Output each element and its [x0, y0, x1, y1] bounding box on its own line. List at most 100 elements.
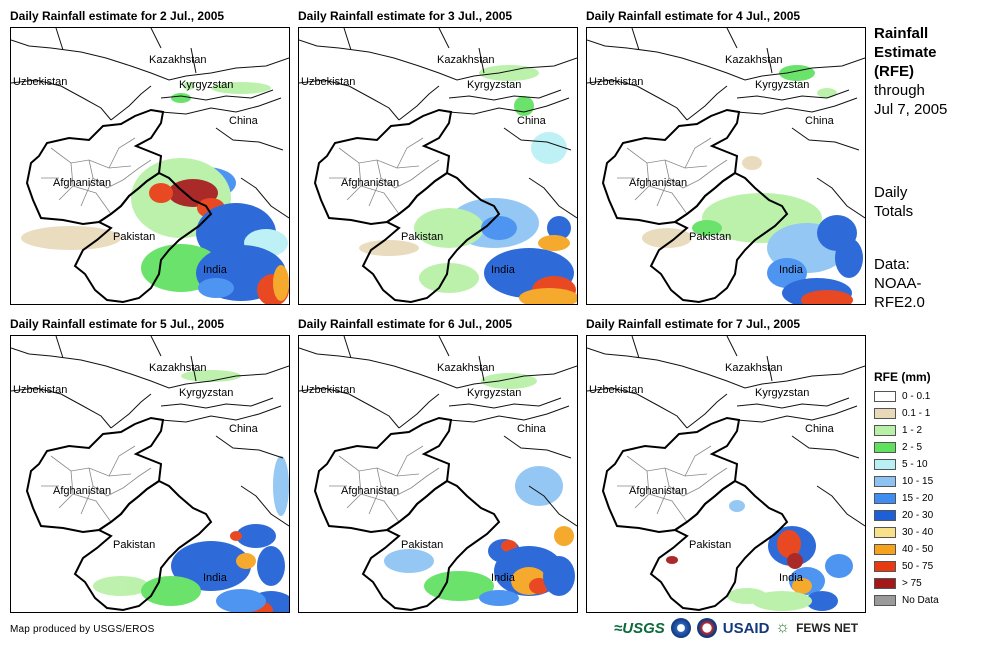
legend-label: No Data — [902, 595, 939, 606]
country-border — [299, 347, 577, 389]
afghanistan-border — [313, 416, 453, 534]
country-label-uzbekistan: Uzbekistan — [13, 76, 67, 88]
pakistan-border — [649, 171, 789, 304]
province-border — [376, 159, 412, 189]
country-label-kazakhstan: Kazakhstan — [437, 362, 494, 374]
country-border — [343, 28, 485, 74]
rainfall-cell — [554, 526, 574, 546]
country-label-china: China — [805, 423, 835, 435]
rainfall-cell — [481, 373, 537, 389]
rainfall-cell — [515, 466, 563, 506]
afghanistan-border — [25, 416, 165, 534]
province-border — [80, 485, 94, 515]
province-border — [360, 185, 400, 215]
legend-label: 0.1 - 1 — [902, 408, 931, 419]
country-border — [343, 336, 485, 382]
country-border — [736, 89, 850, 101]
rainfall-cell — [236, 524, 276, 548]
legend-item: 40 - 50 — [874, 541, 939, 558]
province-border — [338, 147, 420, 169]
province-border — [396, 137, 424, 169]
rainfall-cell — [777, 530, 801, 558]
country-border — [55, 336, 197, 382]
panel-title: Daily Rainfall estimate for 2 Jul., 2005 — [10, 9, 225, 23]
country-label-india: India — [491, 572, 516, 584]
country-border — [631, 336, 773, 382]
legend-item: 1 - 2 — [874, 422, 939, 439]
country-label-uzbekistan: Uzbekistan — [301, 76, 355, 88]
rainfall-map: Kazakhstan Uzbekistan Kyrgyzstan China Afgha… — [10, 335, 290, 613]
province-border — [648, 185, 688, 215]
legend-item: 0.1 - 1 — [874, 405, 939, 422]
panel-title: Daily Rainfall estimate for 7 Jul., 2005 — [586, 317, 801, 331]
legend-swatch — [874, 425, 896, 436]
country-border — [160, 397, 274, 409]
province-border — [360, 493, 400, 523]
rainfall-cell — [384, 549, 434, 573]
country-border — [587, 347, 865, 389]
country-label-china: China — [229, 423, 259, 435]
map-credit: Map produced by USGS/EROS — [10, 624, 155, 635]
pakistan-border — [361, 171, 501, 304]
rainfall-cell — [752, 591, 812, 611]
rainfall-map: Kazakhstan Uzbekistan Kyrgyzstan China Afgha… — [298, 335, 578, 613]
legend-label: 2 - 5 — [902, 442, 923, 453]
rainfall-cell — [742, 156, 762, 170]
province-border — [338, 455, 420, 477]
province-border — [122, 467, 152, 489]
title-date: Jul 7, 2005 — [874, 101, 948, 118]
rainfall-cell — [257, 546, 285, 586]
legend-item: No Data — [874, 592, 939, 609]
rainfall-layer — [666, 500, 853, 611]
country-border — [240, 177, 289, 219]
country-label-kyrgyzstan: Kyrgyzstan — [755, 79, 809, 91]
country-border — [299, 79, 400, 121]
country-label-kazakhstan: Kazakhstan — [725, 54, 782, 66]
country-border — [448, 397, 562, 409]
country-border — [631, 28, 773, 74]
legend-swatch — [874, 391, 896, 402]
rainfall-cell — [817, 88, 837, 98]
rainfall-cell — [787, 553, 803, 569]
province-border — [376, 467, 412, 497]
panel-title: Daily Rainfall estimate for 5 Jul., 2005 — [10, 317, 225, 331]
border-layer — [587, 336, 865, 612]
rainfall-layer — [21, 82, 289, 304]
country-label-kyrgyzstan: Kyrgyzstan — [467, 79, 521, 91]
country-border — [791, 127, 860, 151]
rainfall-legend: RFE (mm) 0 - 0.1 0.1 - 1 1 - 2 2 - 5 5 - 10 1… — [874, 370, 939, 609]
province-border — [698, 467, 728, 489]
rainfall-cell — [531, 132, 567, 164]
title-line: Rainfall — [874, 25, 929, 42]
country-border — [587, 39, 865, 81]
agency-logos: ≈USGS USAID ☼ FEWS NET — [614, 618, 858, 638]
legend-label: 5 - 10 — [902, 459, 928, 470]
border-layer — [11, 28, 289, 304]
country-border — [448, 89, 562, 101]
province-border — [108, 445, 136, 477]
country-border — [215, 435, 284, 459]
country-label-kyrgyzstan: Kyrgyzstan — [755, 387, 809, 399]
country-border — [160, 97, 282, 115]
border-layer — [587, 28, 865, 304]
legend-swatch — [874, 476, 896, 487]
rainfall-cell — [183, 82, 195, 90]
rainfall-cell — [642, 228, 692, 248]
rainfall-cell — [21, 226, 121, 250]
country-label-afghanistan: Afghanistan — [341, 485, 399, 497]
country-label-uzbekistan: Uzbekistan — [13, 384, 67, 396]
rainfall-cell — [171, 93, 191, 103]
afghanistan-border — [313, 108, 453, 226]
legend-label: 15 - 20 — [902, 493, 934, 504]
country-border — [299, 387, 400, 429]
usaid-logo: USAID — [722, 619, 770, 637]
country-label-pakistan: Pakistan — [401, 539, 443, 551]
country-border — [160, 405, 282, 423]
country-border — [398, 85, 440, 121]
rainfall-map: Kazakhstan Uzbekistan Kyrgyzstan China Afgha… — [586, 27, 866, 305]
country-border — [587, 387, 688, 429]
rainfall-cell — [273, 265, 289, 301]
province-border — [50, 147, 132, 169]
panel-title: Daily Rainfall estimate for 4 Jul., 2005 — [586, 9, 801, 23]
legend-swatch — [874, 493, 896, 504]
